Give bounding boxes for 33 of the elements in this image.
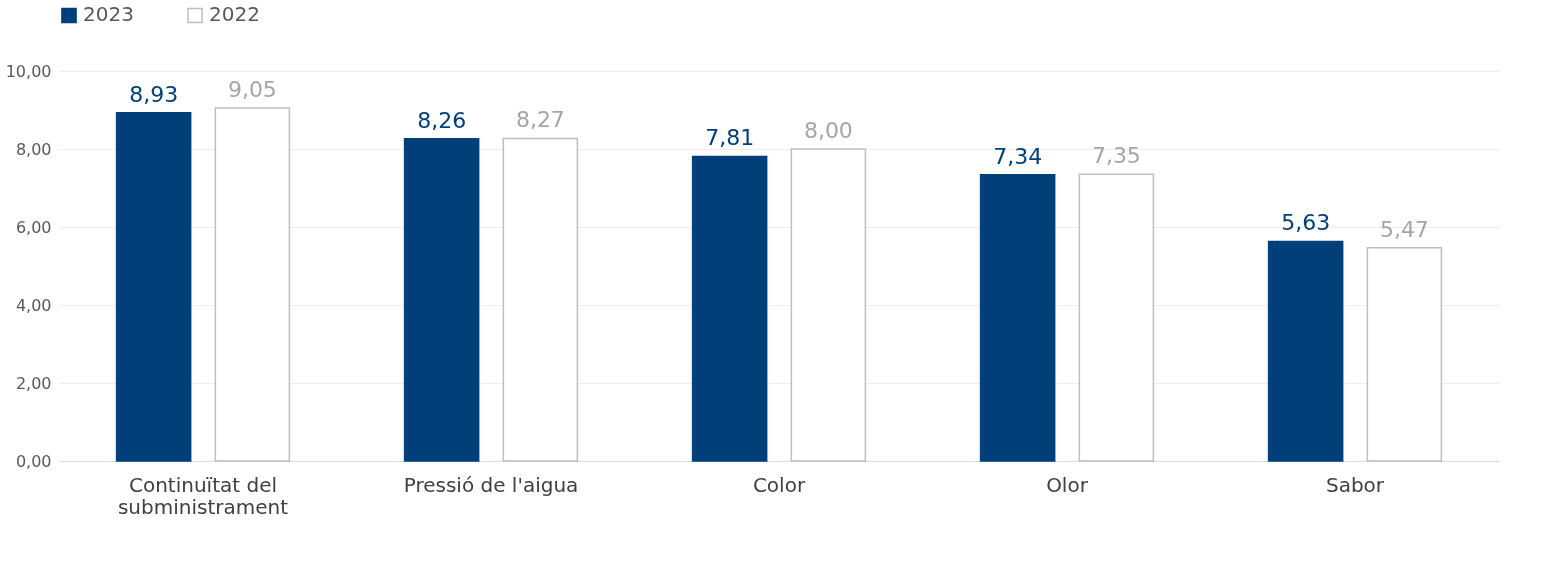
data-label: 9,05 <box>227 77 277 103</box>
data-label: 8,00 <box>803 118 853 143</box>
x-tick-label: Olor <box>1046 472 1089 497</box>
bar <box>790 148 867 462</box>
y-tick-label: 8,00 <box>15 139 52 159</box>
data-label: 8,27 <box>515 107 565 133</box>
bar <box>979 173 1056 462</box>
x-tick-label: Continuïtat del subministrament <box>117 472 289 519</box>
legend-label: 2023 <box>83 2 134 27</box>
bar <box>1267 240 1344 462</box>
bar <box>1078 173 1155 462</box>
x-tick-label: Pressió de l'aigua <box>403 472 579 497</box>
bar <box>1366 246 1443 462</box>
data-label: 5,47 <box>1379 216 1429 242</box>
y-tick-label: 4,00 <box>15 295 52 315</box>
bar <box>502 137 579 462</box>
data-label: 8,93 <box>129 81 179 107</box>
y-tick-label: 0,00 <box>15 451 52 471</box>
data-label: 7,35 <box>1091 143 1141 169</box>
bar <box>214 107 291 462</box>
bar <box>403 138 480 462</box>
x-tick-label: Color <box>752 472 806 497</box>
data-label: 7,81 <box>705 125 755 151</box>
bar <box>115 111 192 462</box>
y-tick-label: 6,00 <box>15 217 52 237</box>
data-label: 5,63 <box>1281 210 1331 236</box>
data-label: 7,34 <box>993 143 1043 169</box>
x-tick-label: Sabor <box>1325 472 1385 497</box>
y-tick-label: 10,00 <box>5 61 52 81</box>
legend-label: 2022 <box>209 2 260 27</box>
data-label: 8,26 <box>417 107 467 133</box>
bar <box>691 155 768 462</box>
y-tick-label: 2,00 <box>15 373 52 393</box>
